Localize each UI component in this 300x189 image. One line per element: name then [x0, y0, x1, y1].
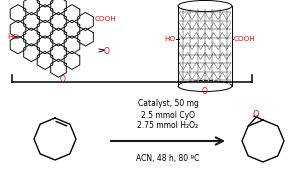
- Text: HO: HO: [8, 34, 19, 40]
- Text: Catalyst, 50 mg: Catalyst, 50 mg: [138, 99, 198, 108]
- Text: O: O: [104, 46, 110, 56]
- Text: ACN, 48 h, 80 ºC: ACN, 48 h, 80 ºC: [136, 153, 200, 163]
- Text: O: O: [202, 87, 208, 95]
- Text: 2.75 mmol H₂O₂: 2.75 mmol H₂O₂: [137, 122, 199, 130]
- Text: COOH: COOH: [95, 16, 117, 22]
- Text: HO: HO: [164, 36, 175, 42]
- Text: O: O: [252, 110, 259, 119]
- Text: 2.5 mmol CyO: 2.5 mmol CyO: [141, 111, 195, 119]
- Text: COOH: COOH: [234, 36, 256, 42]
- Text: O: O: [60, 74, 66, 84]
